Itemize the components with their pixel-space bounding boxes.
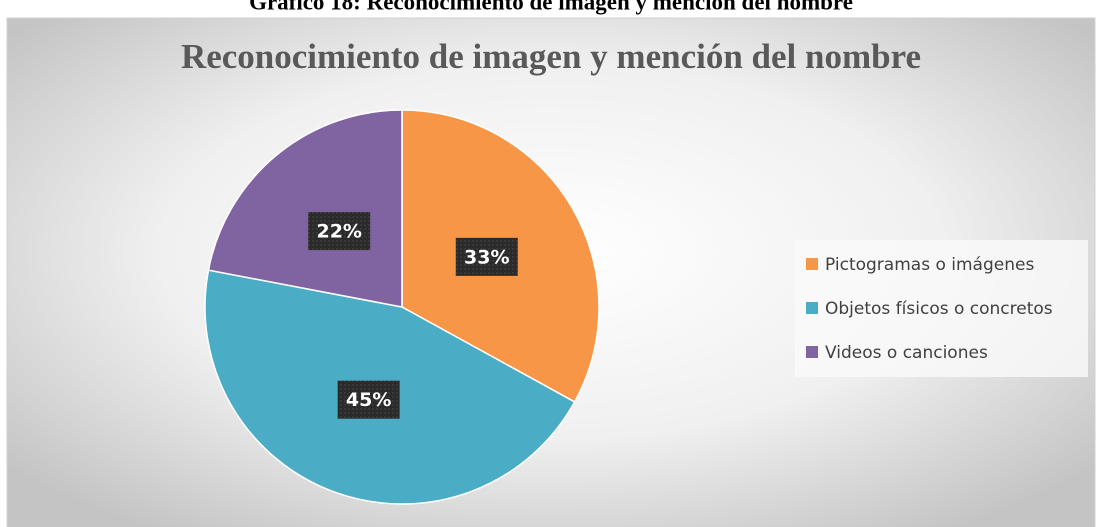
data-label: 33% [464, 246, 509, 268]
legend-label: Pictogramas o imágenes [825, 255, 1034, 275]
chart-title: Reconocimiento de imagen y mención del n… [181, 37, 921, 76]
legend-label: Objetos físicos o concretos [825, 299, 1053, 319]
data-label: 22% [316, 221, 361, 243]
legend-swatch [806, 346, 818, 358]
data-label-box [337, 380, 400, 419]
legend-swatch [806, 302, 818, 314]
legend-label: Videos o canciones [825, 343, 988, 363]
legend-swatch [806, 258, 818, 270]
pie-slice [207, 109, 403, 308]
figure-caption: Gráfico 18: Reconocimiento de imagen y m… [249, 0, 853, 14]
data-label: 45% [346, 389, 391, 411]
data-label-box [308, 212, 371, 251]
legend-box [795, 240, 1088, 377]
data-label-box [455, 237, 518, 276]
